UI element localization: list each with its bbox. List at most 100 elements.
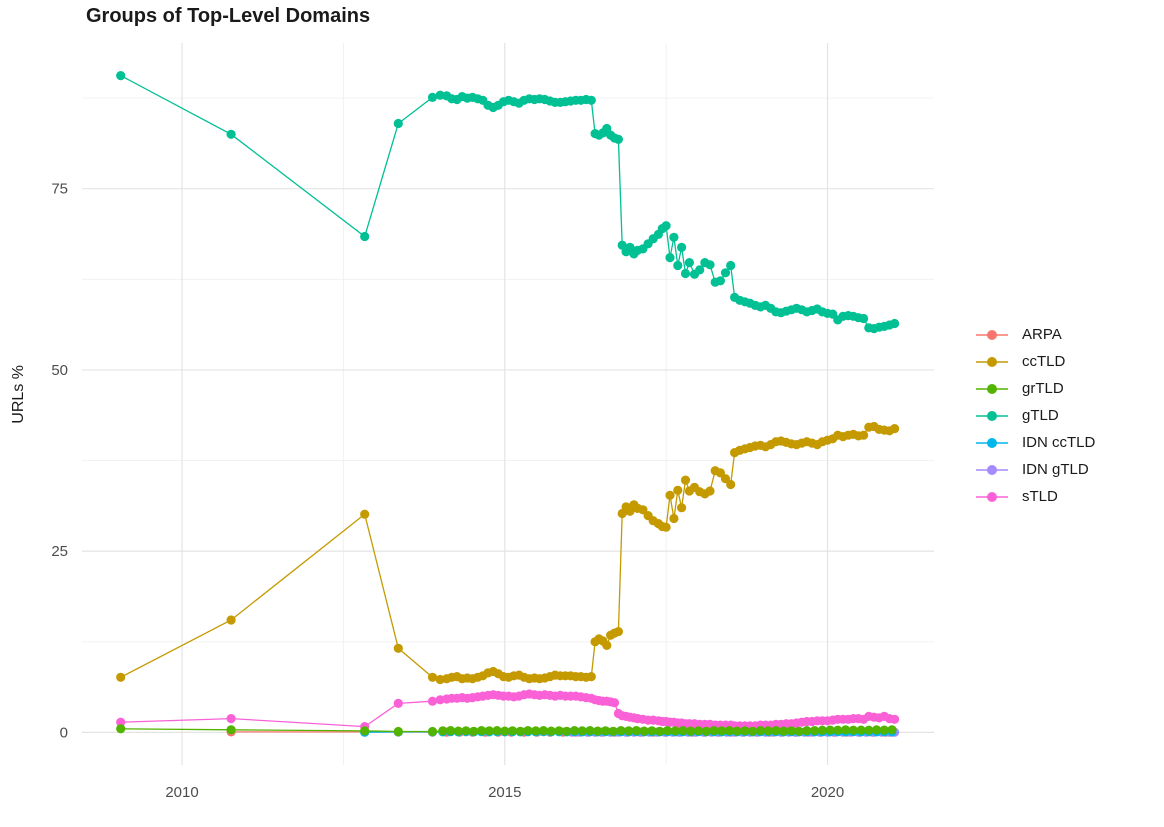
data-point — [848, 725, 858, 735]
legend-dot-icon — [987, 356, 997, 367]
x-tick-label: 2020 — [811, 784, 844, 801]
data-point — [732, 726, 742, 736]
data-point — [523, 726, 533, 736]
legend-key-icon — [976, 464, 1008, 476]
data-point — [677, 242, 687, 252]
legend-dot-icon — [987, 464, 997, 475]
data-point — [726, 260, 736, 271]
y-tick-label: 50 — [51, 362, 68, 379]
data-point — [393, 698, 403, 709]
data-point — [585, 726, 595, 736]
data-point — [720, 268, 731, 278]
legend-label: IDN ccTLD — [1022, 434, 1096, 451]
data-point — [786, 726, 797, 736]
legend-item-IDN-ccTLD: IDN ccTLD — [976, 429, 1095, 456]
data-point — [817, 725, 827, 735]
data-point — [593, 726, 603, 736]
data-point — [705, 260, 715, 270]
legend-dot-icon — [987, 491, 997, 502]
data-point — [639, 726, 649, 736]
data-point — [779, 726, 789, 736]
series-ccTLD — [116, 421, 900, 685]
legend-label: IDN gTLD — [1022, 461, 1089, 478]
data-point — [360, 509, 370, 519]
data-point — [724, 726, 735, 736]
legend: ARPA ccTLD grTLD gTLD IDN ccTLD IDN gTLD sTLD — [976, 321, 1095, 510]
data-point — [446, 726, 456, 736]
data-point — [438, 726, 448, 736]
data-point — [602, 640, 612, 651]
data-point — [500, 726, 510, 736]
data-point — [859, 430, 869, 440]
data-point — [890, 424, 900, 434]
data-point — [427, 726, 438, 737]
data-point — [717, 726, 727, 736]
data-point — [841, 725, 851, 735]
data-point — [613, 134, 624, 144]
legend-key-icon — [976, 437, 1008, 449]
data-point — [701, 726, 711, 736]
data-point — [538, 726, 549, 736]
legend-dot-icon — [987, 329, 997, 340]
data-point — [755, 726, 766, 736]
data-point — [695, 265, 705, 275]
legend-key-icon — [976, 410, 1008, 422]
data-point — [554, 726, 564, 736]
data-point — [748, 726, 758, 736]
data-point — [507, 726, 518, 736]
data-point — [661, 221, 671, 231]
data-point — [393, 643, 403, 653]
legend-key-icon — [976, 491, 1008, 503]
legend-item-IDN-gTLD: IDN gTLD — [976, 456, 1095, 483]
data-point — [686, 726, 696, 736]
data-point — [726, 479, 736, 490]
data-point — [715, 276, 726, 286]
legend-label: ARPA — [1022, 326, 1062, 343]
data-point — [360, 231, 370, 242]
data-point — [116, 71, 126, 81]
data-point — [887, 725, 897, 735]
series-line — [120, 75, 895, 330]
series-grTLD — [116, 724, 897, 737]
data-point — [116, 672, 126, 682]
data-point — [586, 95, 596, 105]
data-point — [890, 318, 900, 329]
data-point — [569, 726, 580, 736]
data-point — [586, 672, 596, 682]
data-point — [677, 503, 687, 513]
data-point — [763, 726, 773, 736]
data-point — [562, 726, 572, 736]
data-point — [647, 726, 657, 736]
legend-item-ARPA: ARPA — [976, 321, 1095, 348]
data-point — [669, 232, 679, 242]
x-tick-label: 2010 — [165, 784, 198, 801]
data-point — [616, 726, 626, 736]
data-point — [802, 726, 812, 736]
data-point — [864, 725, 874, 735]
data-point — [226, 615, 236, 625]
data-point — [890, 714, 900, 724]
x-tick-label: 2015 — [488, 784, 521, 801]
data-point — [673, 485, 683, 495]
data-point — [655, 726, 665, 736]
data-point — [577, 726, 587, 736]
data-point — [360, 726, 370, 736]
data-point — [872, 725, 882, 735]
data-point — [661, 522, 671, 532]
legend-label: grTLD — [1022, 380, 1064, 397]
data-point — [453, 726, 463, 736]
legend-item-ccTLD: ccTLD — [976, 348, 1095, 375]
data-point — [476, 726, 487, 736]
data-point — [609, 698, 620, 708]
data-point — [879, 725, 889, 735]
data-point — [116, 717, 126, 727]
legend-label: ccTLD — [1022, 353, 1066, 370]
data-point — [531, 726, 541, 736]
data-point — [705, 486, 715, 496]
legend-key-icon — [976, 356, 1008, 368]
y-tick-label: 0 — [60, 724, 68, 741]
data-point — [226, 129, 236, 139]
data-point — [461, 726, 471, 736]
data-point — [673, 260, 683, 271]
